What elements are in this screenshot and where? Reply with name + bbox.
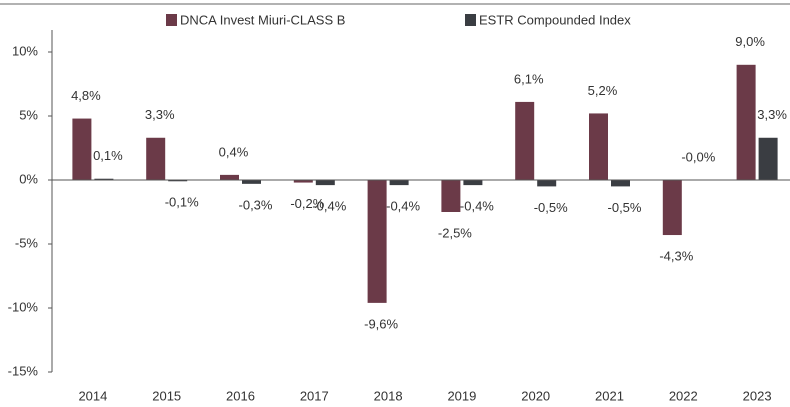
bar [611,180,630,187]
data-label: -0,3% [239,197,273,212]
bar [589,113,608,180]
bar [537,180,557,187]
y-tick-label: 10% [12,43,38,58]
data-label: -0,4% [312,199,346,214]
bar [515,101,535,180]
bar [168,180,188,182]
bar [758,137,778,180]
bar [736,64,756,180]
data-label: -0,0% [681,149,715,164]
bar [146,137,166,180]
legend-label: ESTR Compounded Index [479,12,631,27]
data-label: -0,4% [386,199,420,214]
x-tick-label: 2020 [521,388,550,403]
bar [367,180,387,303]
data-label: -0,4% [460,199,494,214]
y-tick-label: 5% [19,107,38,122]
bar [94,178,114,180]
data-label: 0,1% [93,148,123,163]
x-tick-label: 2021 [595,388,624,403]
data-label: 3,3% [145,107,175,122]
data-label: 9,0% [735,34,765,49]
bar [441,180,461,212]
bar [72,118,92,180]
legend-swatch [465,14,476,26]
x-tick-label: 2022 [669,388,698,403]
data-label: -2,5% [438,225,472,240]
data-label: 0,4% [219,144,249,159]
data-label: -4,3% [659,248,693,263]
data-label: -9,6% [364,316,398,331]
data-label: 6,1% [514,71,544,86]
x-tick-label: 2016 [226,388,255,403]
data-label: 4,8% [71,88,101,103]
x-tick-label: 2014 [78,388,107,403]
x-tick-label: 2018 [374,388,403,403]
y-tick-label: -5% [15,235,39,250]
y-tick-label: -10% [8,299,39,314]
bar [315,180,335,186]
x-tick-label: 2017 [300,388,329,403]
data-label: -0,2% [290,196,324,211]
bar [293,180,313,183]
bar [242,180,261,184]
data-label: 5,2% [588,83,618,98]
bar [463,180,483,186]
x-tick-label: 2015 [152,388,181,403]
legend-swatch [166,14,177,26]
bar [389,180,409,186]
data-label: -0,5% [608,200,642,215]
x-tick-label: 2023 [743,388,772,403]
y-tick-label: 0% [19,171,38,186]
x-tick-label: 2019 [447,388,476,403]
data-label: -0,1% [165,195,199,210]
bar [662,180,682,236]
legend-label: DNCA Invest Miuri-CLASS B [180,12,345,27]
data-label: -0,5% [534,200,568,215]
y-tick-label: -15% [8,363,39,378]
bar [220,174,239,180]
data-label: 3,3% [757,107,787,122]
